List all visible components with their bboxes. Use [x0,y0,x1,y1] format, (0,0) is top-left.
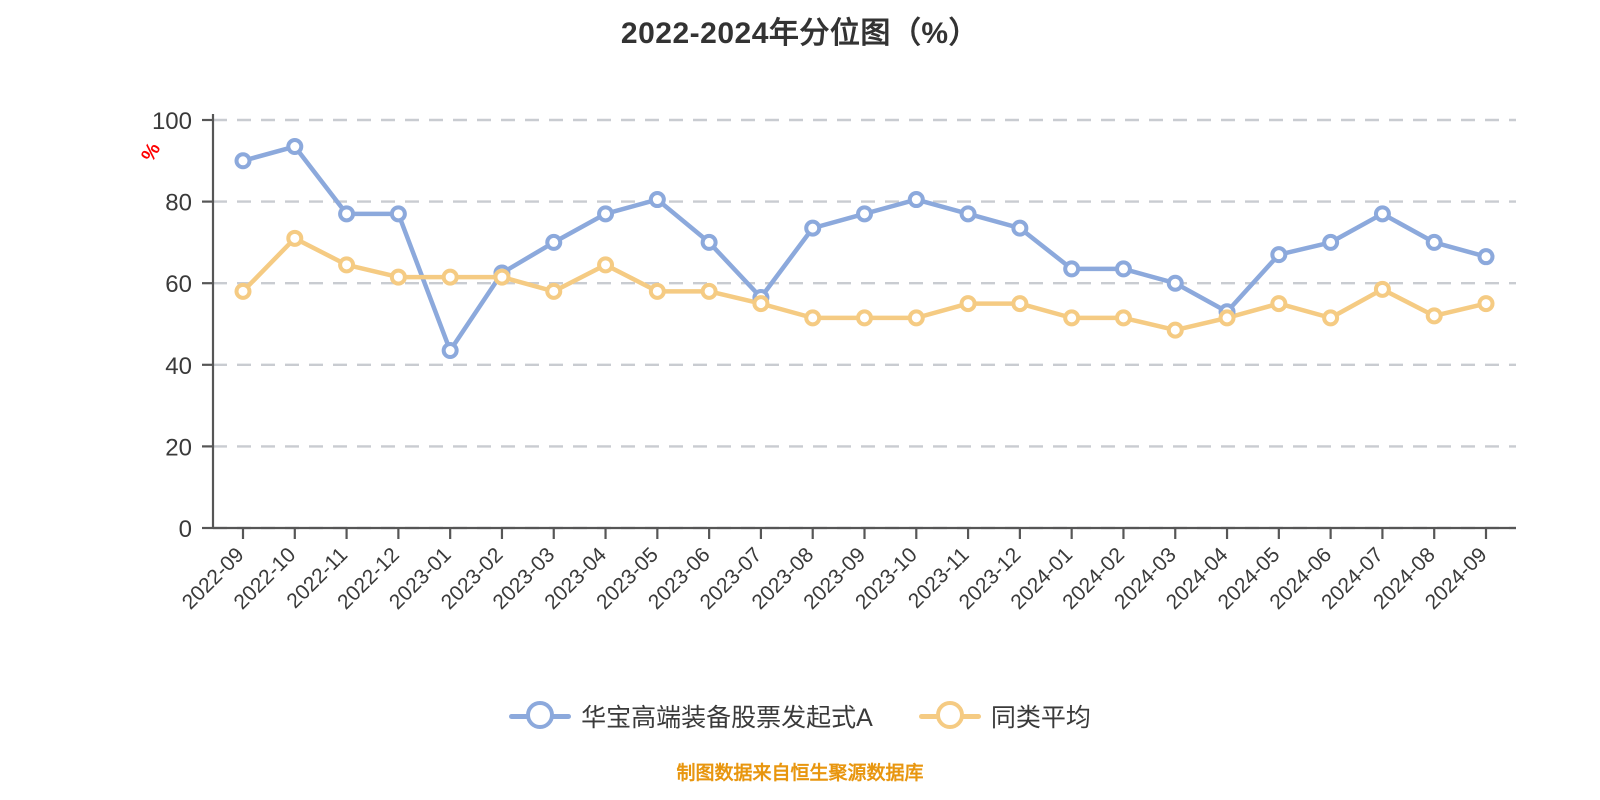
data-point-marker[interactable] [1114,260,1132,278]
data-point-marker[interactable] [804,219,822,237]
x-axis [213,526,1516,539]
data-point-marker[interactable] [1270,246,1288,264]
y-axis-unit-label: % [137,139,165,166]
data-point-marker[interactable] [234,282,252,300]
data-point-marker[interactable] [1011,295,1029,313]
legend-item-fund[interactable]: 华宝高端装备股票发起式A [509,698,873,734]
data-point-marker[interactable] [493,268,511,286]
data-point-marker[interactable] [1322,233,1340,251]
data-point-marker[interactable] [700,233,718,251]
data-point-marker[interactable] [1114,309,1132,327]
data-point-marker[interactable] [338,205,356,223]
data-point-marker[interactable] [856,309,873,327]
data-point-marker[interactable] [441,268,459,286]
data-point-marker[interactable] [959,205,977,223]
data-point-marker[interactable] [804,309,822,327]
data-point-marker[interactable] [338,256,356,274]
data-point-marker[interactable] [597,205,615,223]
legend-marker-icon-fund [509,701,572,731]
data-point-marker[interactable] [648,191,666,209]
y-tick-label: 40 [165,353,192,380]
data-point-marker[interactable] [545,233,563,251]
data-point-marker[interactable] [1477,295,1495,313]
y-axis-tick-labels: 0 20 40 60 80 100 [152,108,192,543]
data-point-marker[interactable] [1270,295,1288,313]
data-point-marker[interactable] [1477,248,1495,266]
data-point-marker[interactable] [700,282,718,300]
data-point-marker[interactable] [1425,307,1443,325]
chart-title: 2022-2024年分位图（%） [620,17,980,50]
data-point-marker[interactable] [1322,309,1340,327]
y-tick-label: 100 [152,108,192,135]
data-point-marker[interactable] [286,229,304,247]
y-tick-label: 80 [165,190,192,217]
data-point-marker[interactable] [1166,274,1184,292]
chart-legend: 华宝高端装备股票发起式A 同类平均 [0,698,1600,734]
y-tick-label: 0 [179,516,192,543]
data-point-marker[interactable] [1011,219,1029,237]
data-point-marker[interactable] [1166,321,1184,339]
data-source-note: 制图数据来自恒生聚源数据库 [676,763,924,784]
data-point-marker[interactable] [959,295,977,313]
data-point-marker[interactable] [1063,309,1081,327]
data-point-marker[interactable] [545,282,563,300]
data-point-marker[interactable] [597,256,615,274]
data-point-marker[interactable] [286,138,304,156]
legend-marker-icon-peer-average [918,701,981,731]
y-axis [202,114,215,530]
x-axis-tick-labels: 2022-092022-102022-112022-122023-012023-… [178,543,1492,614]
data-point-marker[interactable] [1373,205,1391,223]
data-point-marker[interactable] [389,205,407,223]
data-point-marker[interactable] [648,282,666,300]
data-point-marker[interactable] [907,309,925,327]
data-point-marker[interactable] [441,342,459,360]
data-point-marker[interactable] [907,191,925,209]
data-point-marker[interactable] [234,152,252,170]
data-point-marker[interactable] [856,205,873,223]
y-tick-label: 20 [165,434,192,461]
legend-label-fund: 华宝高端装备股票发起式A [581,704,873,732]
data-point-marker[interactable] [389,268,407,286]
legend-label-peer-average: 同类平均 [990,704,1091,732]
data-point-marker[interactable] [1218,309,1236,327]
data-point-marker[interactable] [752,295,770,313]
data-point-marker[interactable] [1373,280,1391,298]
series-markers [234,138,1495,360]
legend-item-peer-average[interactable]: 同类平均 [918,698,1091,734]
y-tick-label: 60 [165,271,192,298]
data-point-marker[interactable] [1425,233,1443,251]
data-point-marker[interactable] [1063,260,1081,278]
